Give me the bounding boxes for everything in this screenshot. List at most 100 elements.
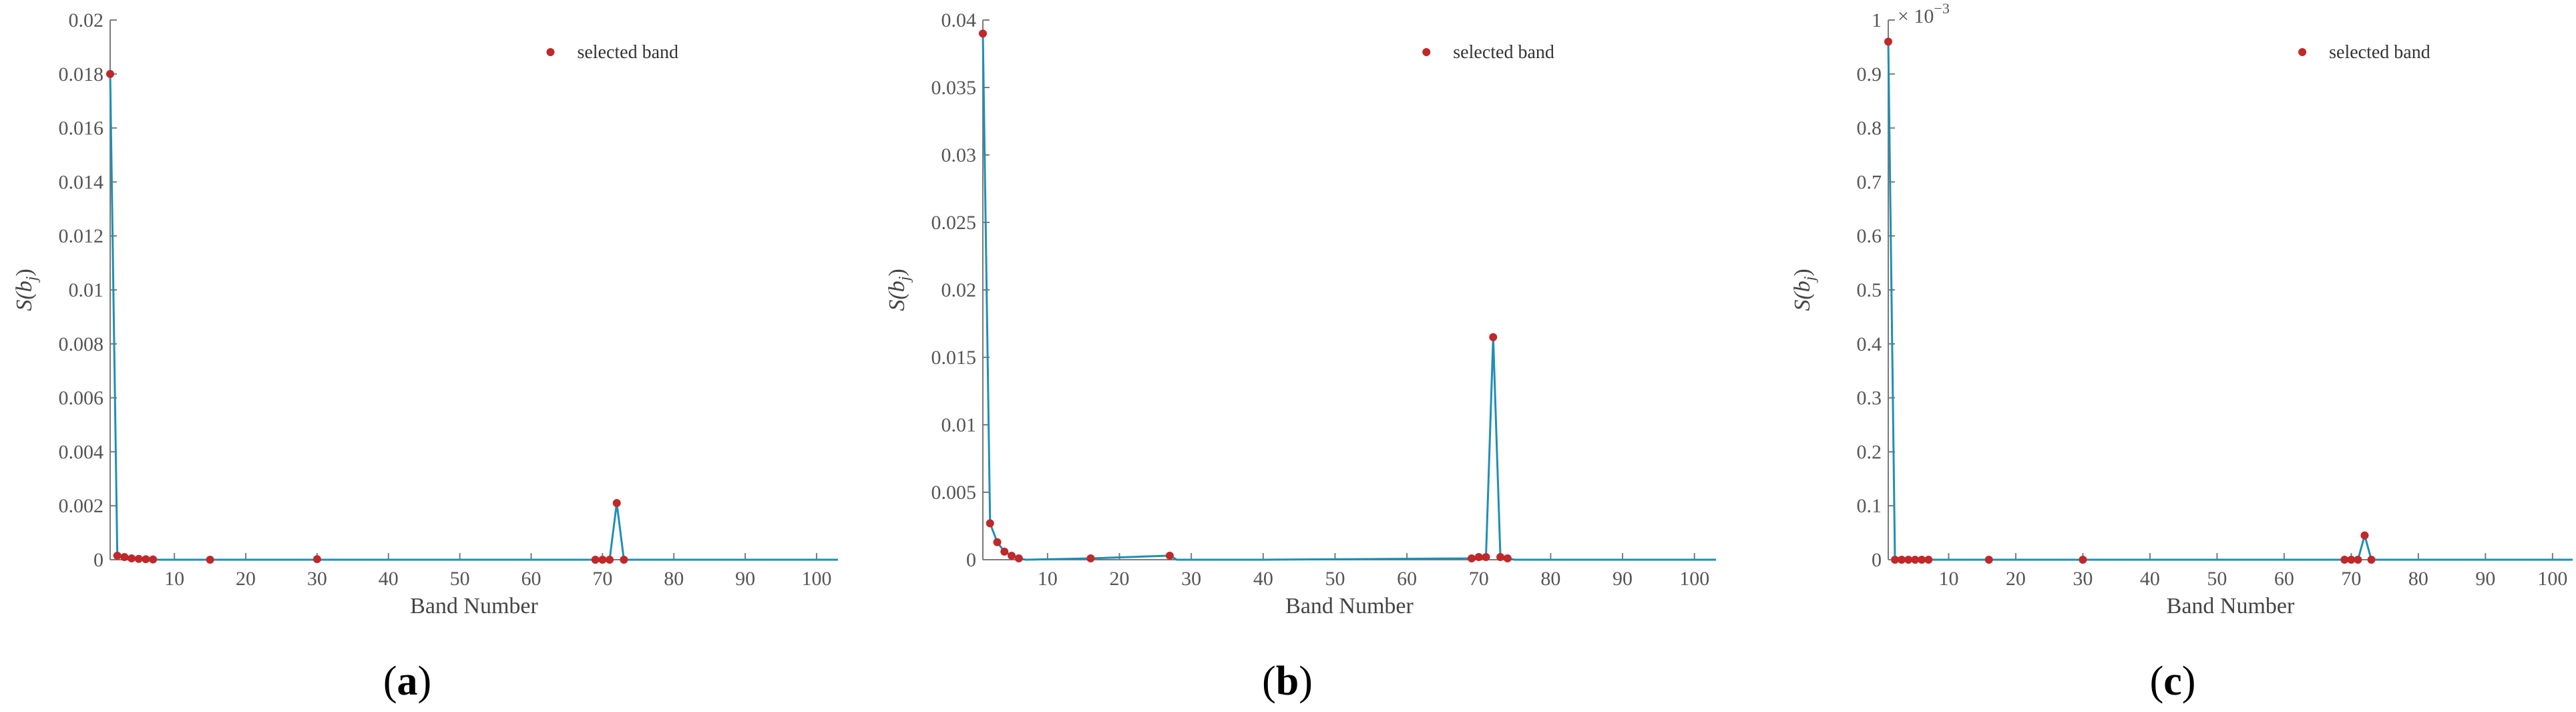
y-tick-label: 0.03: [941, 144, 977, 166]
x-tick-label: 90: [735, 568, 755, 590]
x-tick-label: 10: [164, 568, 184, 590]
x-tick-label: 80: [2408, 568, 2428, 590]
y-exponent-label: × 10−3: [1898, 0, 1950, 27]
selected-band-point: [120, 552, 129, 561]
x-tick-label: 40: [2140, 568, 2160, 590]
selected-band-point: [2340, 556, 2349, 564]
selected-band-point: [1008, 551, 1016, 560]
y-tick-label: 0.005: [931, 482, 977, 504]
selected-band-point: [1474, 552, 1483, 561]
x-tick-label: 100: [1679, 568, 1709, 590]
legend-label: selected band: [577, 42, 678, 63]
y-tick-label: 0.04: [941, 9, 977, 31]
selected-band-point: [1904, 556, 1913, 564]
selected-band-point: [993, 538, 1002, 546]
y-tick-label: 0.9: [1857, 63, 1882, 85]
panel-c: 0 0.1 0.2 0.3 0.4 0.5 0.6 0.7 0.8 0.9 1 10 20 30 40 50 6…: [1790, 0, 2573, 618]
selected-band-point: [312, 555, 321, 564]
selected-band-point: [1165, 551, 1174, 560]
x-tick-label: 50: [2207, 568, 2227, 590]
x-axis-label: Band Number: [410, 594, 538, 618]
legend-marker: [2298, 48, 2307, 56]
selected-band-point: [149, 555, 158, 564]
selected-band-point: [591, 556, 600, 564]
selected-band-point: [1924, 556, 1933, 564]
y-axis-label: S(bj): [12, 269, 41, 311]
y-axis-label: S(bj): [1790, 269, 1819, 311]
y-tick-label: 0: [93, 549, 103, 571]
selected-band-point: [1000, 547, 1009, 556]
x-tick-label: 50: [1325, 568, 1345, 590]
legend-marker: [1422, 48, 1431, 56]
x-tick-label: 80: [1540, 568, 1560, 590]
y-tick-label: 0.012: [59, 225, 104, 247]
selected-band-point: [1891, 556, 1900, 564]
x-tick-label: 30: [2073, 568, 2093, 590]
panel-label-b: (b): [1262, 659, 1313, 704]
x-tick-label: 20: [2006, 568, 2026, 590]
y-tick-label: 0: [966, 549, 976, 571]
selected-band-point: [2354, 556, 2362, 564]
x-tick-label: 60: [2274, 568, 2294, 590]
x-tick-label: 40: [379, 568, 399, 590]
y-tick-label: 0.018: [59, 63, 104, 85]
selected-band-point: [1984, 556, 1993, 564]
selected-band-point: [1482, 552, 1490, 561]
series-line: [982, 33, 1716, 561]
x-tick-label: 90: [1613, 568, 1633, 590]
x-tick-label: 20: [236, 568, 256, 590]
selected-band-point: [1898, 556, 1906, 564]
panel-b: 0 0.005 0.01 0.015 0.02 0.025 0.03 0.035 0.04 10 2…: [885, 9, 1716, 618]
selected-band-point: [1503, 554, 1512, 562]
y-tick-label: 0.7: [1857, 171, 1882, 193]
selected-band-point: [113, 551, 122, 560]
panel-label-a: (a): [383, 659, 431, 704]
y-tick-label: 0.02: [69, 9, 104, 31]
y-tick-label: 0.01: [69, 279, 104, 301]
legend-marker: [546, 48, 555, 56]
selected-band-point: [620, 556, 628, 564]
y-tick-label: 0.014: [59, 171, 104, 193]
selected-band-point: [1496, 552, 1505, 561]
selected-band-point: [979, 29, 987, 38]
selected-band-point: [142, 555, 150, 564]
y-tick-label: 0.4: [1857, 333, 1882, 355]
y-tick-label: 0.6: [1857, 225, 1882, 247]
y-tick-label: 0.5: [1857, 279, 1882, 301]
x-tick-label: 70: [2341, 568, 2361, 590]
x-tick-label: 100: [2537, 568, 2567, 590]
selected-band-point: [1086, 554, 1095, 562]
series-line: [109, 73, 838, 561]
x-tick-label: 20: [1110, 568, 1130, 590]
y-tick-label: 0.3: [1857, 387, 1882, 409]
y-tick-label: 0.016: [59, 118, 104, 140]
selected-band-point: [206, 556, 214, 564]
selected-band-point: [2347, 556, 2356, 564]
y-tick-label: 0.1: [1857, 495, 1882, 517]
y-tick-label: 0.02: [941, 279, 977, 301]
x-tick-label: 30: [307, 568, 327, 590]
y-tick-label: 0.008: [59, 333, 104, 355]
selected-band-point: [598, 556, 607, 564]
y-tick-label: 0.025: [931, 212, 977, 234]
selected-band-point: [1884, 37, 1892, 46]
y-tick-label: 0: [1872, 549, 1882, 571]
y-tick-label: 0.002: [59, 495, 104, 517]
selected-band-point: [134, 554, 143, 563]
x-tick-label: 10: [1938, 568, 1958, 590]
series-line: [1887, 41, 2573, 561]
y-tick-label: 0.01: [941, 414, 977, 436]
y-tick-label: 1: [1872, 9, 1882, 31]
x-tick-label: 50: [450, 568, 470, 590]
selected-band-point: [2079, 556, 2087, 564]
selected-band-point: [2367, 556, 2376, 564]
y-axis-label: S(bj): [885, 269, 913, 311]
x-tick-label: 60: [1397, 568, 1417, 590]
panel-a: 0 0.002 0.004 0.006 0.008 0.01 0.012 0.014 0.016…: [12, 9, 838, 618]
selected-band-point: [612, 499, 621, 508]
y-tick-label: 0.004: [59, 441, 104, 463]
selected-band-point: [1489, 333, 1498, 341]
x-tick-label: 10: [1038, 568, 1058, 590]
selected-band-point: [1918, 556, 1926, 564]
